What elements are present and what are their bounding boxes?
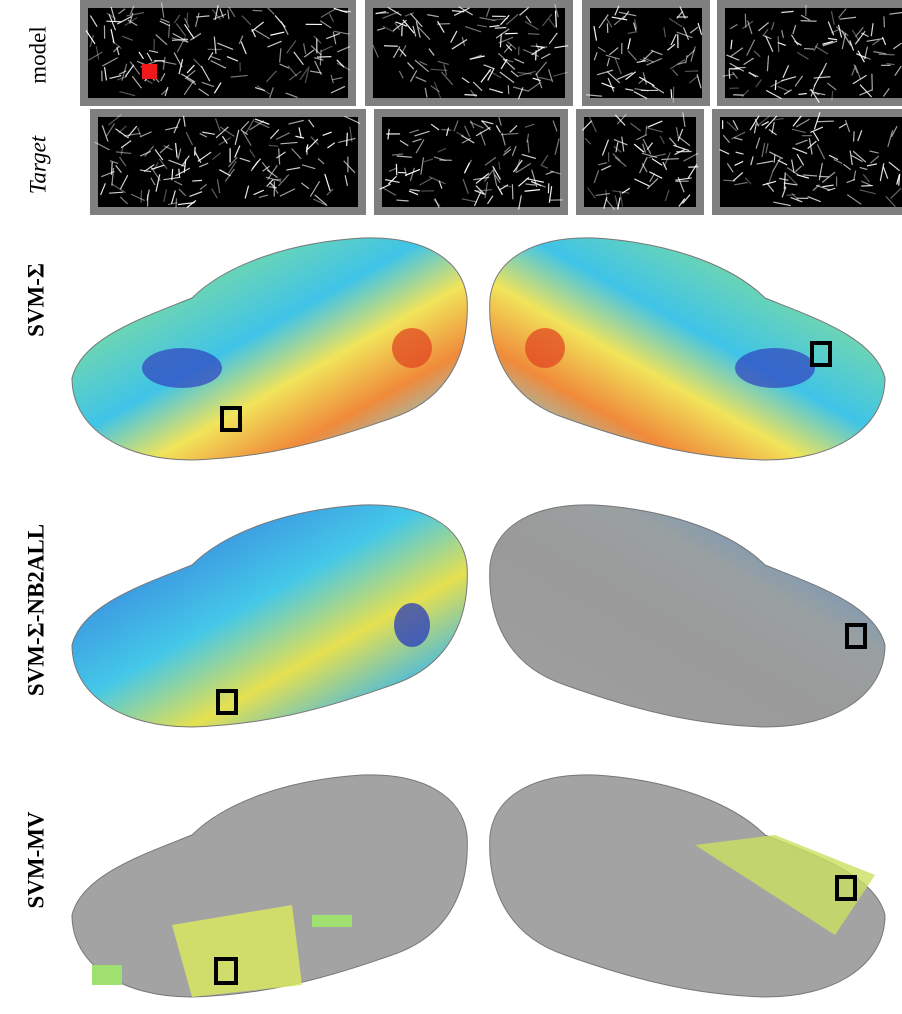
hog-stroke — [253, 10, 263, 11]
row-label: SVM-Σ-NB2ALL — [23, 524, 48, 696]
hog-panels — [84, 2, 902, 211]
hog-stroke — [778, 36, 779, 52]
hog-stroke — [106, 21, 121, 22]
hog-stroke — [495, 27, 507, 28]
hog-stroke — [774, 155, 775, 163]
hog-stroke — [320, 50, 321, 66]
car-mv-right — [490, 775, 885, 997]
hog-stroke — [671, 89, 672, 98]
hog-stroke — [879, 54, 895, 55]
hog-panel — [586, 4, 706, 102]
hog-stroke — [688, 167, 698, 168]
figure: model Target SVM-Σ SVM-Σ-NB2ALL SVM-MV — [0, 0, 902, 1014]
row-label: model — [25, 26, 50, 84]
hog-stroke — [685, 71, 698, 72]
hog-stroke — [384, 46, 398, 47]
hog-stroke — [192, 180, 202, 181]
hog-stroke — [441, 130, 451, 131]
car-sigma-left — [72, 238, 467, 460]
hog-stroke — [375, 13, 388, 14]
highlight-cell — [142, 64, 157, 79]
hog-stroke — [817, 121, 834, 122]
hog-stroke — [801, 21, 817, 22]
car-nb2all-right — [490, 505, 885, 727]
car-nb2all-left — [72, 505, 467, 727]
hog-stroke — [187, 13, 188, 23]
hog-stroke — [661, 159, 678, 160]
hog-stroke — [556, 11, 557, 28]
row-label: Target — [25, 135, 50, 194]
hog-stroke — [111, 162, 112, 175]
hog-stroke — [884, 16, 885, 27]
hog-stroke — [854, 131, 855, 141]
car-sigma-right — [490, 238, 885, 460]
hog-stroke — [819, 176, 829, 177]
hog-stroke — [804, 49, 814, 50]
hog-stroke — [347, 133, 348, 146]
row-label: SVM-Σ — [23, 263, 48, 337]
hog-stroke — [775, 80, 776, 90]
hog-stroke — [729, 70, 730, 79]
hog-panel — [369, 4, 569, 102]
hog-panel — [580, 113, 700, 211]
car-mv-left — [72, 775, 467, 997]
hog-panel — [716, 113, 902, 211]
row-label: SVM-MV — [23, 811, 48, 908]
hog-stroke — [528, 34, 539, 35]
